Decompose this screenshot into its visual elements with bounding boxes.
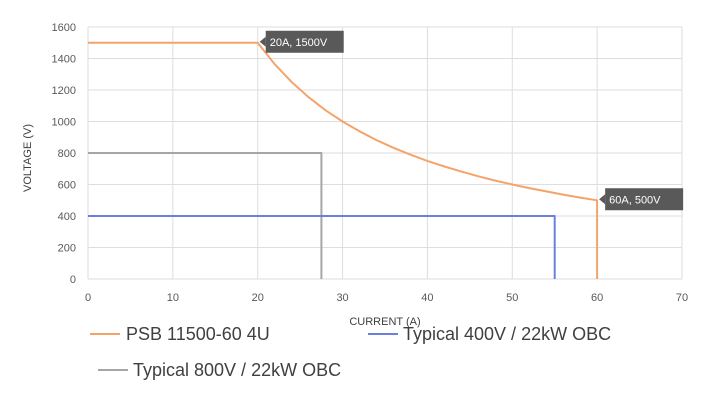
x-axis-ticks: 0 10 20 30 40 50 60 70	[85, 292, 688, 304]
x-tick-label-70: 70	[676, 292, 688, 304]
x-tick-label-40: 40	[421, 292, 433, 304]
y-tick-label-200: 200	[58, 243, 76, 255]
legend: PSB 11500-60 4U Typical 400V / 22kW OBC …	[90, 324, 611, 380]
series-line-1	[88, 215, 556, 279]
y-axis-title: VOLTAGE (V)	[22, 124, 34, 192]
series-line-0	[88, 41, 599, 279]
legend-label-psb: PSB 11500-60 4U	[126, 324, 270, 344]
x-tick-label-20: 20	[252, 292, 264, 304]
legend-item-800v-obc: Typical 800V / 22kW OBC	[98, 360, 341, 380]
x-axis-title: CURRENT (A)	[349, 316, 420, 328]
callout-label-1: 60A, 500V	[609, 194, 661, 206]
legend-item-psb: PSB 11500-60 4U	[90, 324, 270, 344]
callout-box-1	[605, 188, 684, 211]
y-tick-label-1400: 1400	[52, 54, 76, 66]
callout-label-0: 20A, 1500V	[270, 37, 328, 49]
callout-1: 60A, 500V	[599, 188, 684, 211]
callout-pointer-0	[259, 36, 266, 47]
x-tick-label-0: 0	[85, 292, 91, 304]
callout-pointer-1	[599, 194, 606, 205]
x-tick-label-60: 60	[591, 292, 603, 304]
series-line-2	[88, 152, 323, 279]
y-tick-label-800: 800	[58, 148, 76, 160]
legend-label-400v-obc: Typical 400V / 22kW OBC	[403, 324, 611, 344]
legend-label-800v-obc: Typical 800V / 22kW OBC	[133, 360, 341, 380]
series-lines	[88, 41, 599, 279]
y-tick-label-1000: 1000	[52, 117, 76, 129]
y-tick-label-600: 600	[58, 180, 76, 192]
x-tick-label-50: 50	[506, 292, 518, 304]
y-tick-label-1200: 1200	[52, 85, 76, 97]
callout-box-0	[265, 30, 344, 53]
x-tick-label-30: 30	[336, 292, 348, 304]
y-tick-label-1600: 1600	[52, 22, 76, 34]
y-tick-label-400: 400	[58, 211, 76, 223]
x-tick-label-10: 10	[167, 292, 179, 304]
annotations: 20A, 1500V 60A, 500V	[259, 30, 684, 211]
callout-0: 20A, 1500V	[259, 30, 344, 53]
y-axis-ticks: 0 200 400 600 800 1000 1200 1400 1600	[52, 22, 76, 286]
legend-item-400v-obc: Typical 400V / 22kW OBC	[368, 324, 611, 344]
y-tick-label-0: 0	[70, 274, 76, 286]
